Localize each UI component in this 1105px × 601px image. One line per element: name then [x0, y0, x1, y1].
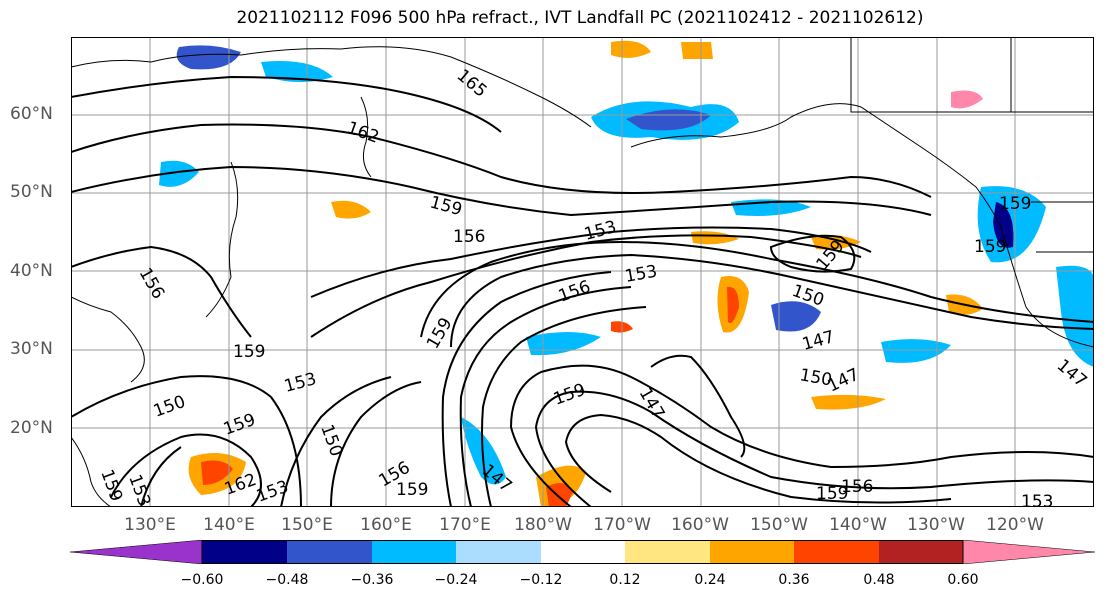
colorbar-segment — [70, 540, 203, 564]
lat-label: 60°N — [10, 104, 53, 124]
colorbar-tick-label: −0.36 — [350, 572, 394, 588]
colorbar-tick-label: −0.12 — [519, 572, 563, 588]
lon-label: 170°E — [439, 515, 491, 535]
lon-label: 140°W — [829, 515, 887, 535]
lon-label: 160°W — [671, 515, 729, 535]
colorbar-tick-label: 0.48 — [863, 572, 895, 588]
lat-label: 50°N — [10, 182, 53, 202]
colorbar-tick-label: 0.60 — [947, 572, 979, 588]
colorbar-segment — [287, 540, 372, 564]
coastlines — [71, 37, 1094, 507]
lon-label: 150°W — [750, 515, 808, 535]
colorbar-segment — [962, 540, 1095, 564]
colorbar-segment — [625, 540, 710, 564]
map-title: 2021102112 F096 500 hPa refract., IVT La… — [236, 8, 924, 28]
colorbar-segment — [202, 540, 287, 564]
colorbar-tick-label: −0.48 — [265, 572, 309, 588]
colorbar-segment — [794, 540, 879, 564]
contour-label: 159 — [816, 484, 848, 504]
colorbar — [70, 540, 1095, 564]
colorbar-tick-label: −0.60 — [180, 572, 224, 588]
map-panel: 165 162 159 156 153 153 156 150 147 150 … — [71, 37, 1094, 507]
lon-label: 130°W — [907, 515, 965, 535]
contour-label: 153 — [1021, 492, 1053, 507]
contour-label: 156 — [453, 227, 485, 247]
lon-label: 160°E — [360, 515, 412, 535]
colorbar-tick-label: 0.12 — [609, 572, 641, 588]
colorbar-segment — [710, 540, 794, 564]
colorbar-segment — [372, 540, 456, 564]
colorbar-tick-label: 0.24 — [694, 572, 726, 588]
colorbar-tick-label: 0.36 — [778, 572, 810, 588]
lat-label: 30°N — [10, 339, 53, 359]
colorbar-segment — [541, 540, 625, 564]
lon-label: 140°E — [203, 515, 255, 535]
lon-label: 120°W — [986, 515, 1044, 535]
contour-label: 156 — [841, 477, 873, 497]
lat-label: 20°N — [10, 418, 53, 438]
lon-label: 130°E — [124, 515, 176, 535]
contour-label: 159 — [396, 480, 428, 500]
contour-lines — [71, 75, 1094, 507]
lon-label: 170°W — [593, 515, 651, 535]
lat-label: 40°N — [10, 261, 53, 281]
contour-label: 159 — [974, 237, 1006, 257]
colorbar-tick-label: −0.24 — [434, 572, 478, 588]
colorbar-segment — [879, 540, 963, 564]
lon-label: 150°E — [281, 515, 333, 535]
contour-label: 159 — [999, 194, 1031, 214]
colorbar-segment — [456, 540, 541, 564]
lon-label: 180°W — [514, 515, 572, 535]
contour-label: 159 — [233, 342, 265, 362]
anomaly-shading — [159, 40, 1094, 507]
